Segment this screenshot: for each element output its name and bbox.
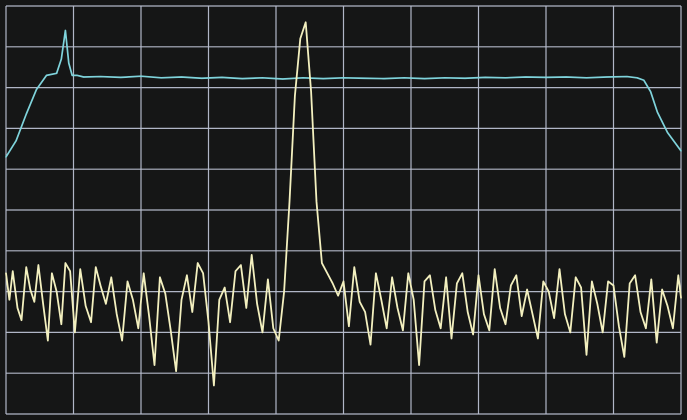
cyan-trace-line xyxy=(5,29,682,158)
trace-layer xyxy=(5,21,682,387)
yellow-trace-line xyxy=(5,21,682,387)
grid-layer xyxy=(5,5,682,415)
